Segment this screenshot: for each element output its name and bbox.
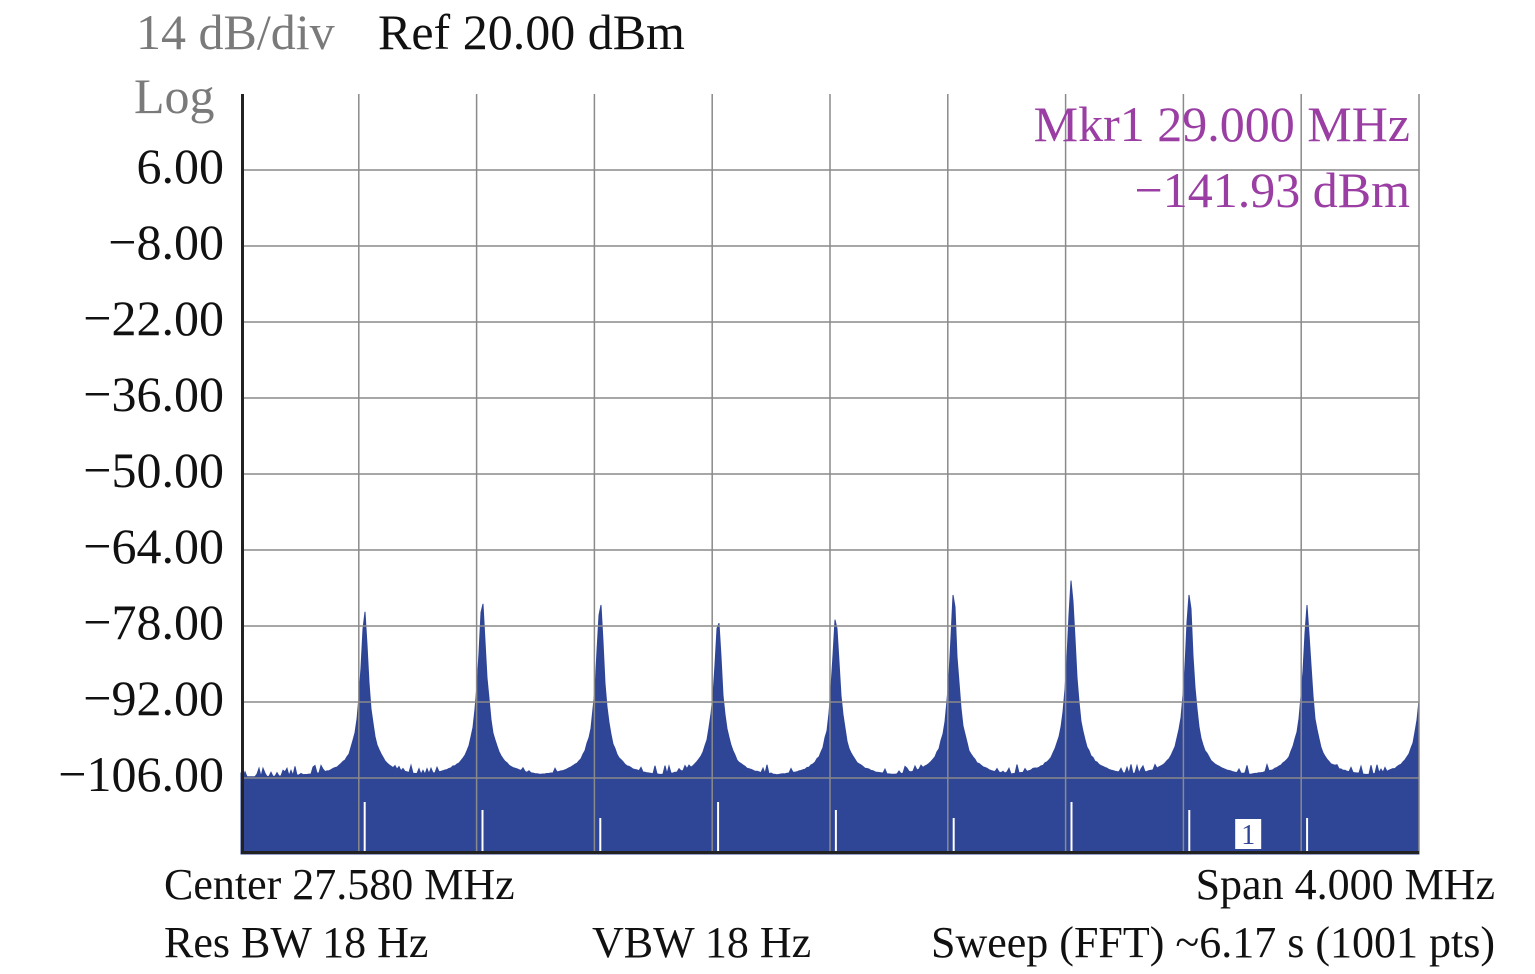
y-tick-label: −106.00 (58, 746, 224, 802)
y-tick-label: 6.00 (136, 138, 225, 194)
log-scale-label: Log (134, 68, 215, 124)
reference-level: Ref 20.00 dBm (378, 4, 685, 60)
y-tick-label: −64.00 (83, 518, 224, 574)
marker-box (1235, 819, 1262, 849)
y-tick-label: −50.00 (83, 442, 224, 498)
span: Span 4.000 MHz (1195, 860, 1495, 909)
y-tick-label: −36.00 (83, 366, 224, 422)
spectrum-plot: 1 (240, 94, 1426, 855)
sweep-info: Sweep (FFT) ~6.17 s (1001 pts) (930, 918, 1495, 967)
plot-axes (241, 94, 1419, 854)
scale-per-division: 14 dB/div (136, 4, 335, 60)
y-tick-label: −22.00 (83, 290, 224, 346)
y-tick-label: −8.00 (108, 214, 224, 270)
marker-frequency-readout: Mkr1 29.000 MHz (1033, 96, 1410, 152)
grid (241, 94, 1420, 854)
y-tick-label: −78.00 (83, 594, 224, 650)
marker-amplitude-readout: −141.93 dBm (1134, 162, 1410, 218)
resolution-bandwidth: Res BW 18 Hz (164, 918, 429, 967)
y-tick-label: −92.00 (83, 670, 224, 726)
marker-index-label: 1 (1241, 820, 1255, 851)
center-frequency: Center 27.580 MHz (164, 860, 515, 909)
video-bandwidth: VBW 18 Hz (592, 918, 812, 967)
spectrum-trace (240, 580, 1426, 855)
marker-1: 1 (1235, 819, 1262, 851)
